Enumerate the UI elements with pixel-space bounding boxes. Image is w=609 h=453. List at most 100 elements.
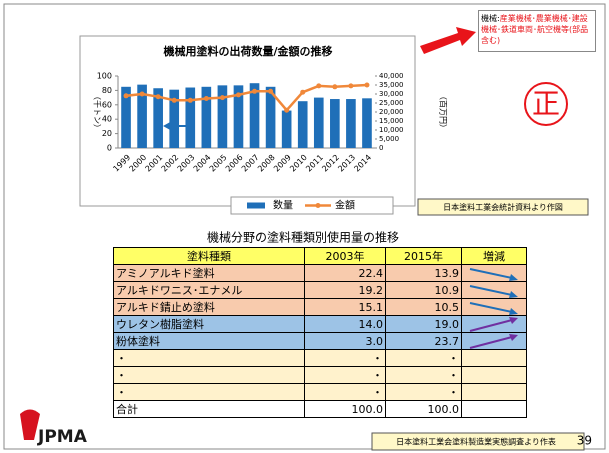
chart-title: 機械用塗料の出荷数量/金額の推移 (163, 44, 332, 58)
line-point (332, 84, 338, 90)
table-cell: ・ (304, 366, 386, 384)
y2-tick-label: 25,000 (379, 99, 404, 107)
table-cell (461, 281, 527, 299)
trend-arrow (469, 285, 518, 298)
bar (313, 97, 324, 148)
stamp-circle (524, 82, 568, 126)
table-row: ・・・ (113, 349, 527, 367)
y2-tick-label: 35,000 (379, 81, 404, 89)
table-cell (461, 315, 527, 333)
line-point (171, 97, 177, 103)
bar (362, 98, 372, 148)
legend-label: 金額 (335, 199, 355, 212)
bar (330, 99, 340, 148)
table-cell: 合計 (113, 400, 305, 418)
y-tick-label: 40 (102, 115, 112, 124)
y2-tick-label: 20,000 (379, 108, 404, 116)
table-cell: 10.5 (385, 298, 462, 316)
table-cell: 15.1 (304, 298, 386, 316)
logo-mark (20, 409, 40, 440)
y-tick-label: 60 (102, 100, 112, 109)
table-row: アミノアルキド塗料 22.4 13.9 (113, 264, 527, 282)
bar (201, 86, 212, 148)
trend-arrow (469, 268, 518, 281)
line-point (203, 96, 209, 101)
trend-arrow (469, 302, 518, 315)
table-cell: 19.0 (385, 315, 462, 333)
chart-source: 日本塗料工業会統計資料より作図 (443, 202, 563, 212)
table-cell: 100.0 (385, 400, 462, 418)
table-cell (461, 349, 527, 367)
slide-frame (3, 3, 606, 450)
legend-swatch (247, 202, 265, 209)
table-cell: ・ (113, 383, 305, 401)
source-box (417, 198, 589, 216)
table-cell: ・ (385, 349, 462, 367)
table-row: ・・・ (113, 366, 527, 384)
bar (169, 89, 180, 148)
bar (265, 86, 276, 148)
table-cell: 14.0 (304, 315, 386, 333)
bar (281, 110, 292, 148)
table-header-cell: 2003年 (304, 247, 386, 265)
y2-tick-label: 40,000 (379, 72, 404, 80)
line-point (300, 89, 306, 95)
line-point (123, 93, 129, 99)
table-cell: ウレタン樹脂塗料 (113, 315, 305, 333)
table-header-row: 塗料種類 2003年 2015年 増減 (113, 247, 527, 265)
table-cell (461, 264, 527, 282)
line-point (252, 88, 258, 94)
y2-tick-label: 30,000 (379, 90, 404, 98)
stamp: 正 (532, 87, 560, 120)
table-cell: ・ (385, 366, 462, 384)
bar (346, 99, 356, 148)
line-point (139, 91, 145, 97)
bar (121, 86, 131, 148)
bar (153, 88, 163, 148)
footer-source-box (371, 432, 585, 451)
table-header-cell: 2015年 (385, 247, 462, 265)
table-cell: ・ (304, 349, 386, 367)
table: 塗料種類 2003年 2015年 増減 アミノアルキド塗料 22.4 13.9 アルキドワニス… (113, 247, 527, 418)
y-axis-label: （千トン） (93, 92, 103, 132)
line-point (268, 88, 274, 94)
line (125, 83, 368, 113)
callout: 機械:産業機械･農業機械･建設機械･鉄道車両･航空機等(部品含む) (478, 10, 596, 52)
table-cell (461, 298, 527, 316)
table-cell: ・ (385, 383, 462, 401)
line-point (316, 83, 322, 89)
line-point (219, 95, 225, 101)
bar (297, 101, 308, 148)
table-row: 粉体塗料 3.0 23.7 (113, 332, 527, 350)
trend-arrow (469, 334, 518, 349)
y2-tick-label: 10,000 (379, 126, 404, 134)
callout-arrow (420, 27, 476, 54)
chart-frame (79, 35, 416, 207)
footer-source: 日本塗料工業会塗料製造業実態調査より作表 (396, 437, 556, 447)
table-header-cell: 塗料種類 (113, 247, 305, 265)
table-cell (461, 366, 527, 384)
table-cell (461, 383, 527, 401)
table-header-cell: 増減 (461, 247, 527, 265)
table-cell: 3.0 (304, 332, 386, 350)
y-tick-label: 80 (102, 86, 112, 95)
table-cell: アルキド錆止め塗料 (113, 298, 305, 316)
table-cell: 100.0 (304, 400, 386, 418)
table-cell: アミノアルキド塗料 (113, 264, 305, 282)
bar (233, 85, 244, 148)
table-cell: ・ (113, 366, 305, 384)
table-cell (461, 400, 527, 418)
line-point (155, 94, 161, 100)
y2-axis-label: （百万円） (439, 92, 448, 132)
page-number: 39 (577, 434, 592, 448)
y2-tick-label: 15,000 (379, 117, 404, 125)
table-cell: 13.9 (385, 264, 462, 282)
table-cell: アルキドワニス･エナメル (113, 281, 305, 299)
table-cell: 23.7 (385, 332, 462, 350)
table-row: 合計 100.0 100.0 (113, 400, 527, 418)
line-point (235, 92, 241, 98)
table-cell: 10.9 (385, 281, 462, 299)
table-row: ウレタン樹脂塗料 14.0 19.0 (113, 315, 527, 333)
